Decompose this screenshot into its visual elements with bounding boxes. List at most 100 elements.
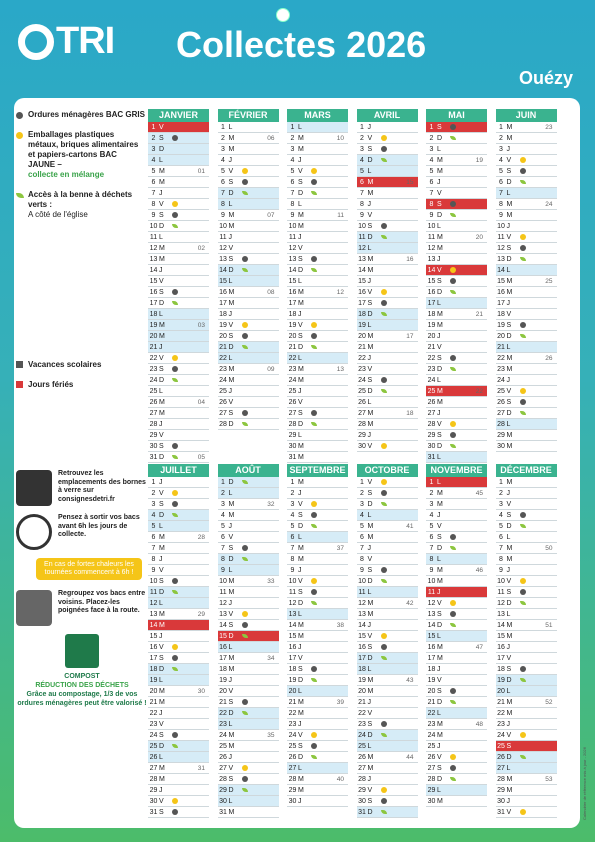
month-4: MAI 1 S 2 D 3 L 4 M 19 5 M 6 J 7 V 8 S 9 D 10 L 11 M 20 12 M 13 J 14 V… xyxy=(426,109,487,463)
day-row: 27 S xyxy=(426,763,487,774)
day-row: 19 D xyxy=(495,675,557,686)
day-row: 29 M xyxy=(287,785,348,796)
commune-name: Ouézy xyxy=(518,68,573,88)
day-row: 15 L xyxy=(426,631,487,642)
leaf-icon xyxy=(311,601,317,605)
yellow-dot-icon xyxy=(311,578,317,584)
yellow-dot-icon xyxy=(519,578,526,584)
leaf-icon xyxy=(311,191,317,195)
day-row: 26 D xyxy=(495,752,557,763)
day-row: 14 D xyxy=(426,620,487,631)
day-row: 16 S xyxy=(148,287,209,298)
leaf-icon xyxy=(519,524,526,528)
glass-bin-icon xyxy=(16,470,52,506)
yellow-dot-icon xyxy=(519,388,526,394)
grey-dot-icon xyxy=(519,512,526,518)
month-1: FÉVRIER 1 L 2 M 06 3 M 4 J 5 V 6 S 7 D 8 L 9 M 07 10 M 11 J 12 V 13… xyxy=(217,109,279,430)
day-row: 24 V xyxy=(287,730,348,741)
day-row: 8 M 24 xyxy=(495,199,557,210)
day-row: 28 D xyxy=(426,774,487,785)
content-panel xyxy=(14,98,580,828)
yellow-dot-icon xyxy=(380,443,387,449)
day-row: 21 L xyxy=(495,342,557,353)
day-row: 18 M xyxy=(217,664,279,675)
tip-regroup: Regroupez vos bacs entre voisins. Placez… xyxy=(16,590,148,626)
day-row: 15 J xyxy=(356,276,418,287)
day-row: 26 L xyxy=(356,397,418,408)
grey-dot-icon xyxy=(311,179,317,185)
month-header: MAI xyxy=(426,109,487,122)
leaf-icon xyxy=(450,623,456,627)
day-row: 20 M xyxy=(148,331,209,342)
day-row: 19 M 03 xyxy=(148,320,209,331)
month-header: DÉCEMBRE xyxy=(495,464,557,477)
day-row: 29 J xyxy=(356,430,418,441)
day-row: 24 D xyxy=(356,730,418,741)
day-row: 18 D xyxy=(148,664,209,675)
day-row: 26 V xyxy=(287,397,348,408)
day-row: 30 S xyxy=(148,441,209,452)
leaf-icon xyxy=(311,524,317,528)
day-row: 1 M 23 xyxy=(495,122,557,133)
day-row: 28 D xyxy=(287,419,348,430)
day-row: 30 M xyxy=(495,441,557,452)
month-header: FÉVRIER xyxy=(217,109,279,122)
yellow-dot-icon xyxy=(311,322,317,328)
day-row: 26 M 04 xyxy=(148,397,209,408)
day-row: 22 M xyxy=(495,708,557,719)
day-row: 13 L xyxy=(495,609,557,620)
grey-dot-icon xyxy=(241,545,248,551)
grey-dot-icon xyxy=(380,721,387,727)
month-10: NOVEMBRE 1 L 2 M 45 3 M 4 J 5 V 6 S 7 D 8 L 9 M 46 10 M 11 J 12 V 1… xyxy=(426,464,487,807)
day-row: 19 V xyxy=(217,320,279,331)
day-row: 15 L xyxy=(287,276,348,287)
leaf-icon xyxy=(241,788,248,792)
day-row: 26 L xyxy=(148,752,209,763)
day-row: 17 V xyxy=(287,653,348,664)
day-row: 13 D xyxy=(495,254,557,265)
leaf-icon xyxy=(241,711,248,715)
day-row: 24 S xyxy=(148,730,209,741)
compost-icon xyxy=(65,634,99,668)
yellow-dot-icon xyxy=(16,132,23,139)
grey-dot-icon xyxy=(16,112,23,119)
month-header: JUILLET xyxy=(148,464,209,477)
day-row: 17 S xyxy=(356,298,418,309)
leaf-icon xyxy=(241,557,248,561)
grey-dot-icon xyxy=(450,534,456,540)
leaf-icon xyxy=(380,158,387,162)
day-row: 16 M 47 xyxy=(426,642,487,653)
day-row: 13 S xyxy=(426,609,487,620)
day-row: 7 M 37 xyxy=(287,543,348,554)
day-row: 29 D xyxy=(217,785,279,796)
day-row: 10 V xyxy=(495,576,557,587)
grey-dot-icon xyxy=(241,179,248,185)
day-row: 24 D xyxy=(148,375,209,386)
day-row: 20 L xyxy=(287,686,348,697)
day-row: 16 V xyxy=(356,287,418,298)
leaf-icon xyxy=(311,755,317,759)
day-row: 11 D xyxy=(148,587,209,598)
day-row: 30 V xyxy=(356,441,418,452)
day-row: 15 J xyxy=(148,631,209,642)
day-row: 13 L xyxy=(287,609,348,620)
day-row: 13 S xyxy=(287,254,348,265)
day-row: 9 M 07 xyxy=(217,210,279,221)
